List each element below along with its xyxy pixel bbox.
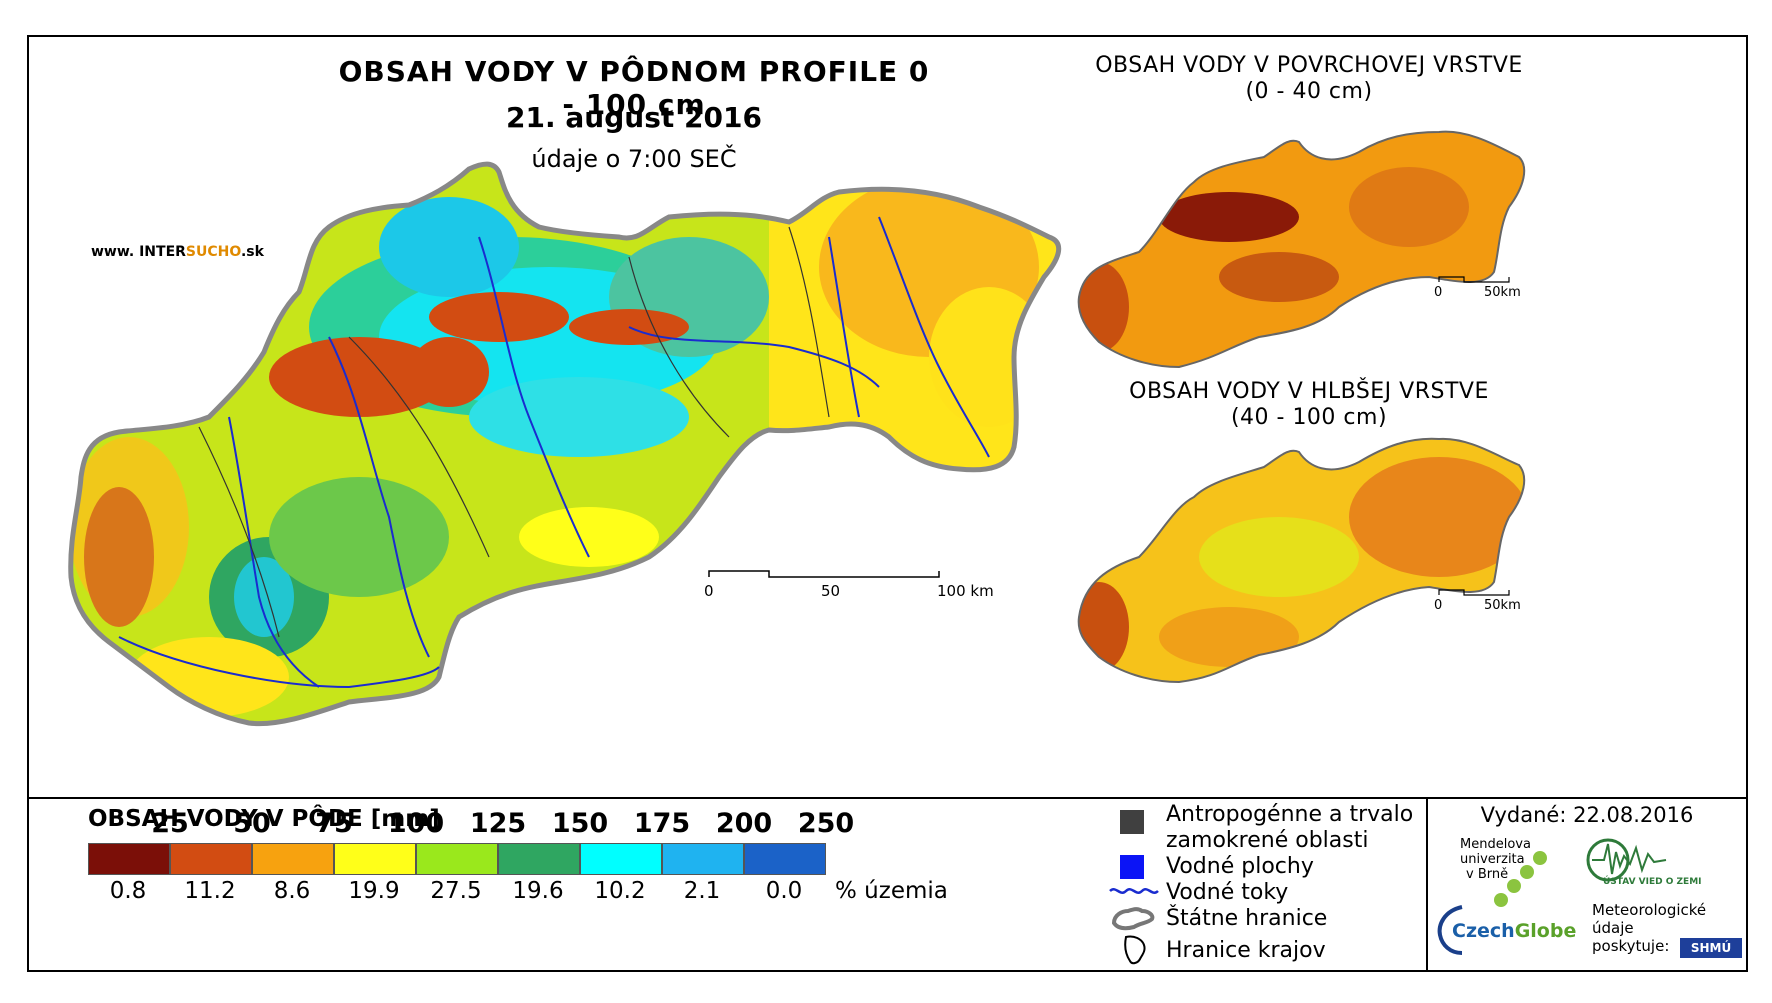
map-frame: OBSAH VODY V PÔDNOM PROFILE 0 - 100 cm 2… (27, 35, 1748, 972)
meteo-line-1: Meteorologické (1592, 901, 1707, 919)
meteo-line-2: údaje (1592, 919, 1634, 937)
issued-date: Vydané: 22.08.2016 (1480, 803, 1694, 827)
inset-surface-title-2: (0 - 40 cm) (1245, 79, 1373, 104)
main-scale-50: 50 (821, 582, 841, 600)
uvz-logo-text: ÚSTAV VIED O ZEMI (1603, 877, 1702, 887)
legend-class-label: 75 (315, 808, 353, 839)
legend-swatch (252, 843, 334, 875)
main-map (68, 130, 1526, 727)
water-bodies-label: Vodné plochy (1166, 854, 1314, 879)
mendel-line-2: univerzita (1460, 852, 1525, 867)
inset-surface-title-1: OBSAH VODY V POVRCHOVEJ VRSTVE (1095, 53, 1523, 78)
inset-deep-scale-0: 0 (1434, 598, 1443, 613)
legend-percent: 10.2 (594, 878, 646, 904)
legend-percent: 2.1 (683, 878, 721, 904)
legend-swatch (88, 843, 170, 875)
legend-swatch (580, 843, 662, 875)
legend-swatch (662, 843, 744, 875)
region-border-label: Hranice krajov (1166, 938, 1326, 963)
czechglobe-arc-icon (1437, 905, 1463, 955)
legend-swatch (170, 843, 252, 875)
inset-deep-scale-50: 50km (1484, 598, 1521, 613)
legend-divider (29, 797, 1746, 799)
legend-swatch (416, 843, 498, 875)
legend-percent: 0.0 (765, 878, 803, 904)
legend-percent: 27.5 (430, 878, 482, 904)
legend-class-label: 175 (633, 808, 691, 839)
main-scale-bar (708, 570, 940, 578)
legend-class-label: 100 (387, 808, 445, 839)
legend-title: OBSAH VODY V PÔDE [mm] (88, 806, 440, 832)
inset-deep-title-2: (40 - 100 cm) (1230, 405, 1388, 430)
anthropogenic-label-2: zamokrené oblasti (1166, 828, 1369, 853)
inset-surface-scale-0: 0 (1434, 285, 1443, 300)
main-scale-0: 0 (704, 582, 714, 600)
uvz-logo-icon (1586, 838, 1667, 882)
legend-class-label: 50 (233, 808, 271, 839)
map-area: OBSAH VODY V PÔDNOM PROFILE 0 - 100 cm 2… (29, 37, 1746, 797)
legend-percent: 8.6 (273, 878, 311, 904)
inset-deep-title-1: OBSAH VODY V HLBŠEJ VRSTVE (1129, 379, 1489, 404)
czechglobe-part-b: Globe (1514, 920, 1577, 942)
main-time: údaje o 7:00 SEČ (531, 145, 737, 173)
czechglobe-dots-icon (1494, 851, 1547, 907)
legend-percent: 19.6 (512, 878, 564, 904)
czechglobe-part-a: Czech (1452, 920, 1515, 942)
legend-class-label: 125 (469, 808, 527, 839)
website-label[interactable]: www. INTERSUCHO.sk (91, 244, 264, 260)
legend-class-label: 200 (715, 808, 773, 839)
meteo-line-3: poskytuje: (1592, 937, 1670, 955)
state-border-label: Štátne hranice (1166, 906, 1328, 931)
anthropogenic-label-1: Antropogénne a trvalo (1166, 802, 1414, 827)
legend-class-label: 250 (797, 808, 855, 839)
legend-unit: % územia (835, 878, 948, 904)
main-scale-100: 100 km (937, 582, 994, 600)
legend-percent: 0.8 (109, 878, 147, 904)
mendel-line-3: v Brně (1466, 867, 1509, 882)
legend-swatch (334, 843, 416, 875)
water-bodies-swatch (1120, 855, 1144, 879)
shmu-logo: SHMÚ (1680, 938, 1742, 958)
legend-swatch (498, 843, 580, 875)
state-border-icon (1111, 907, 1155, 931)
website-highlight: SUCHO (185, 244, 241, 260)
legend-swatch (744, 843, 826, 875)
river-line-icon (1109, 888, 1159, 894)
legend-percent: 19.9 (348, 878, 400, 904)
issued-divider (1426, 799, 1428, 970)
legend-class-label: 150 (551, 808, 609, 839)
rivers-label: Vodné toky (1166, 880, 1289, 905)
anthropogenic-swatch (1120, 810, 1144, 834)
website-suffix: .sk (240, 244, 264, 260)
legend-class-label: 25 (151, 808, 189, 839)
legend-percent: 11.2 (184, 878, 236, 904)
website-prefix: www. INTER (91, 244, 186, 260)
main-title: OBSAH VODY V PÔDNOM PROFILE 0 - 100 cm (338, 55, 930, 121)
region-border-icon (1124, 935, 1146, 965)
czechglobe-logo: CzechGlobe (1452, 920, 1576, 942)
main-date: 21. august 2016 (506, 101, 762, 134)
inset-surface-scale-50: 50km (1484, 285, 1521, 300)
mendel-line-1: Mendelova (1460, 837, 1531, 852)
